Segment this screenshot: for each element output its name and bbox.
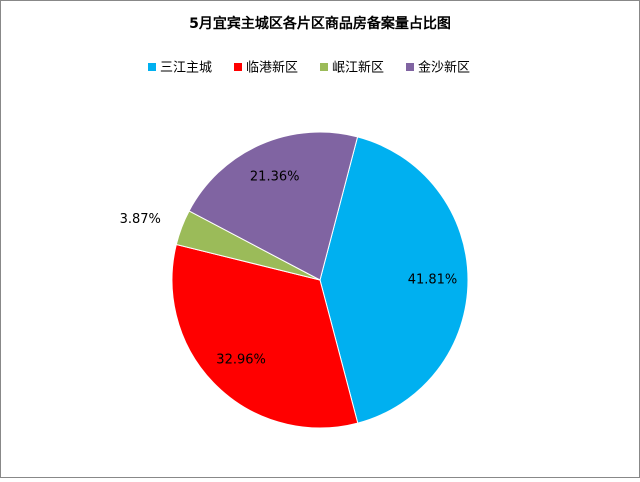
legend-label: 三江主城 [160,61,212,76]
legend-label: 金沙新区 [418,60,470,76]
data-label: 21.36% [250,170,300,185]
data-label: 3.87% [120,212,161,227]
pie-slice [319,136,469,424]
chart-title: 5月宜宾主城区各片区商品房备案量占比图 [189,15,451,32]
legend-swatch [406,63,414,71]
pie-slice [171,243,359,429]
pie-slice [188,131,359,281]
data-label: 41.81% [408,272,458,287]
legend-swatch [320,63,328,71]
legend-swatch [148,63,156,71]
legend-label: 岷江新区 [332,60,384,76]
legend-label: 临港新区 [246,60,298,76]
data-label: 32.96% [216,353,266,368]
legend-swatch [234,63,242,71]
